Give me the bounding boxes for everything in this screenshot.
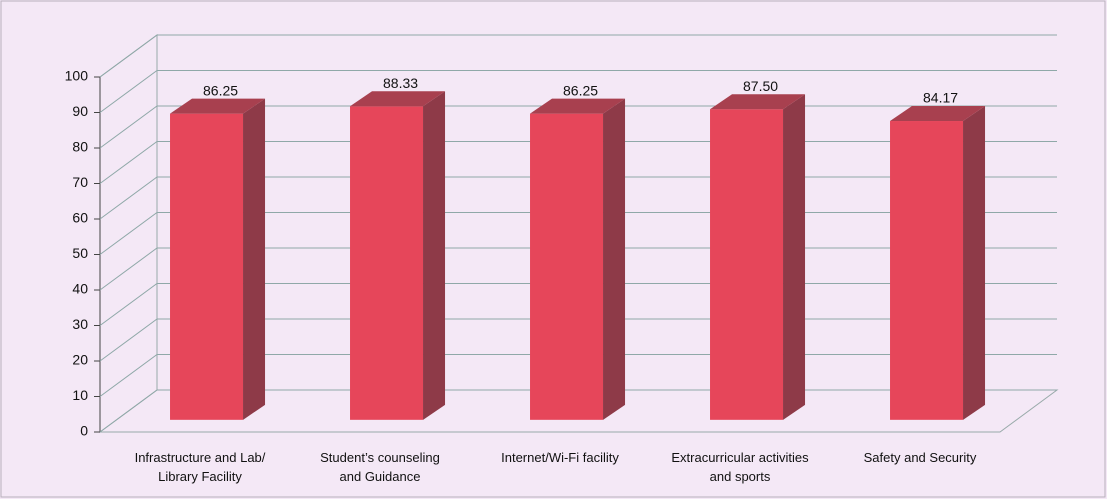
bar [890,121,964,420]
x-tick-label: Safety and Security [863,450,977,465]
bar [710,109,784,420]
data-label: 87.50 [743,78,778,94]
bar-top [170,98,266,114]
data-label: 86.25 [563,82,598,98]
data-label: 86.25 [203,82,238,98]
y-tick-label: 90 [72,103,88,119]
y-tick-label: 80 [72,139,88,155]
y-tick-label: 10 [72,387,88,403]
grid-line [99,70,1057,113]
y-tick-label: 30 [72,316,88,332]
x-tick-label: Student’s counseling and Guidance [320,450,440,484]
x-tick-label: Internet/Wi-Fi facility [501,450,619,465]
bar-side [963,106,986,420]
y-tick-label: 60 [72,210,88,226]
bar [170,113,244,420]
y-tick-label: 20 [72,352,88,368]
bar-top [350,91,446,107]
x-tick-label: Extracurricular activities and sports [671,450,809,484]
bar-top [530,98,626,114]
bar-side [603,98,626,420]
bar-side [423,91,446,420]
y-tick-label: 100 [65,68,89,84]
y-tick-label: 40 [72,281,88,297]
y-tick-label: 0 [80,423,88,439]
bar-top [890,106,986,122]
y-tick-label: 50 [72,245,88,261]
y-tick-label: 70 [72,174,88,190]
grid-line [99,34,1057,78]
bar [530,113,604,420]
bar-side [243,98,266,420]
x-tick-label: Infrastructure and Lab/ Library Facility [134,450,266,484]
bar-side [783,94,806,420]
data-label: 84.17 [923,90,958,106]
bar [350,106,424,420]
data-label: 88.33 [383,75,418,91]
bar-top [710,94,806,110]
